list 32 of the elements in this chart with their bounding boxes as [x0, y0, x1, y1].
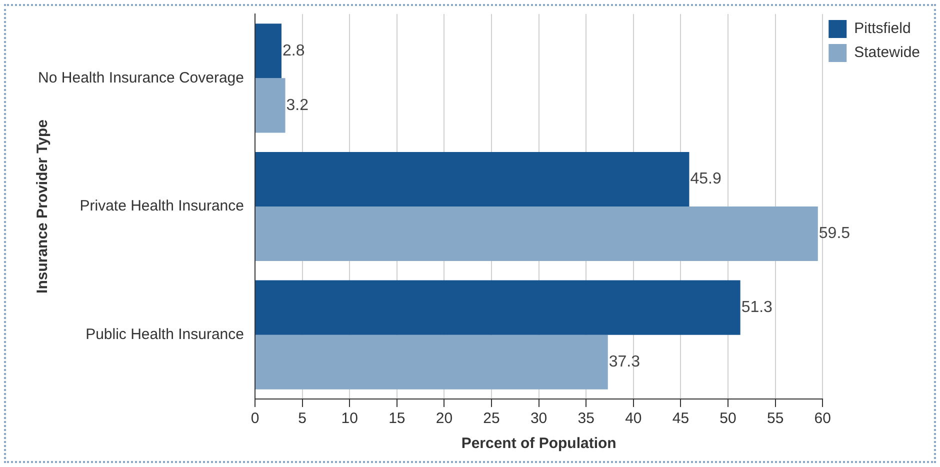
data-label: 2.8 — [282, 42, 305, 60]
legend-label: Pittsfield — [854, 20, 911, 38]
bar — [256, 280, 740, 335]
y-axis-title: Insurance Provider Type — [34, 120, 52, 294]
x-tick-label: 25 — [483, 410, 500, 428]
y-tick-label: Public Health Insurance — [86, 326, 244, 343]
data-label: 37.3 — [608, 354, 640, 371]
x-tick-label: 35 — [578, 410, 594, 428]
x-tick-label: 15 — [388, 410, 406, 428]
data-label: 45.9 — [690, 170, 722, 188]
x-tick-label: 50 — [720, 410, 736, 428]
x-tick-label: 30 — [530, 410, 548, 428]
x-tick-label: 0 — [250, 410, 260, 428]
y-tick-label: No Health Insurance Coverage — [38, 69, 244, 86]
x-tick-label: 60 — [814, 410, 831, 428]
y-tick-label: Private Health Insurance — [80, 198, 244, 215]
data-label: 3.2 — [286, 96, 309, 114]
data-label: 59.5 — [818, 225, 850, 242]
x-tick-label: 55 — [766, 410, 784, 428]
bar — [256, 24, 282, 78]
bar — [256, 152, 690, 206]
data-label: 51.3 — [741, 298, 773, 316]
legend-label: Statewide — [854, 44, 920, 62]
x-axis-title: Percent of Population — [461, 435, 616, 452]
x-tick-label: 5 — [298, 410, 306, 428]
x-tick-label: 10 — [341, 410, 358, 428]
x-tick-label: 40 — [625, 410, 642, 428]
x-tick-label: 45 — [672, 410, 690, 428]
bar — [256, 206, 818, 262]
x-tick-label: 20 — [436, 410, 453, 428]
bar — [256, 334, 608, 390]
bar — [256, 78, 286, 133]
